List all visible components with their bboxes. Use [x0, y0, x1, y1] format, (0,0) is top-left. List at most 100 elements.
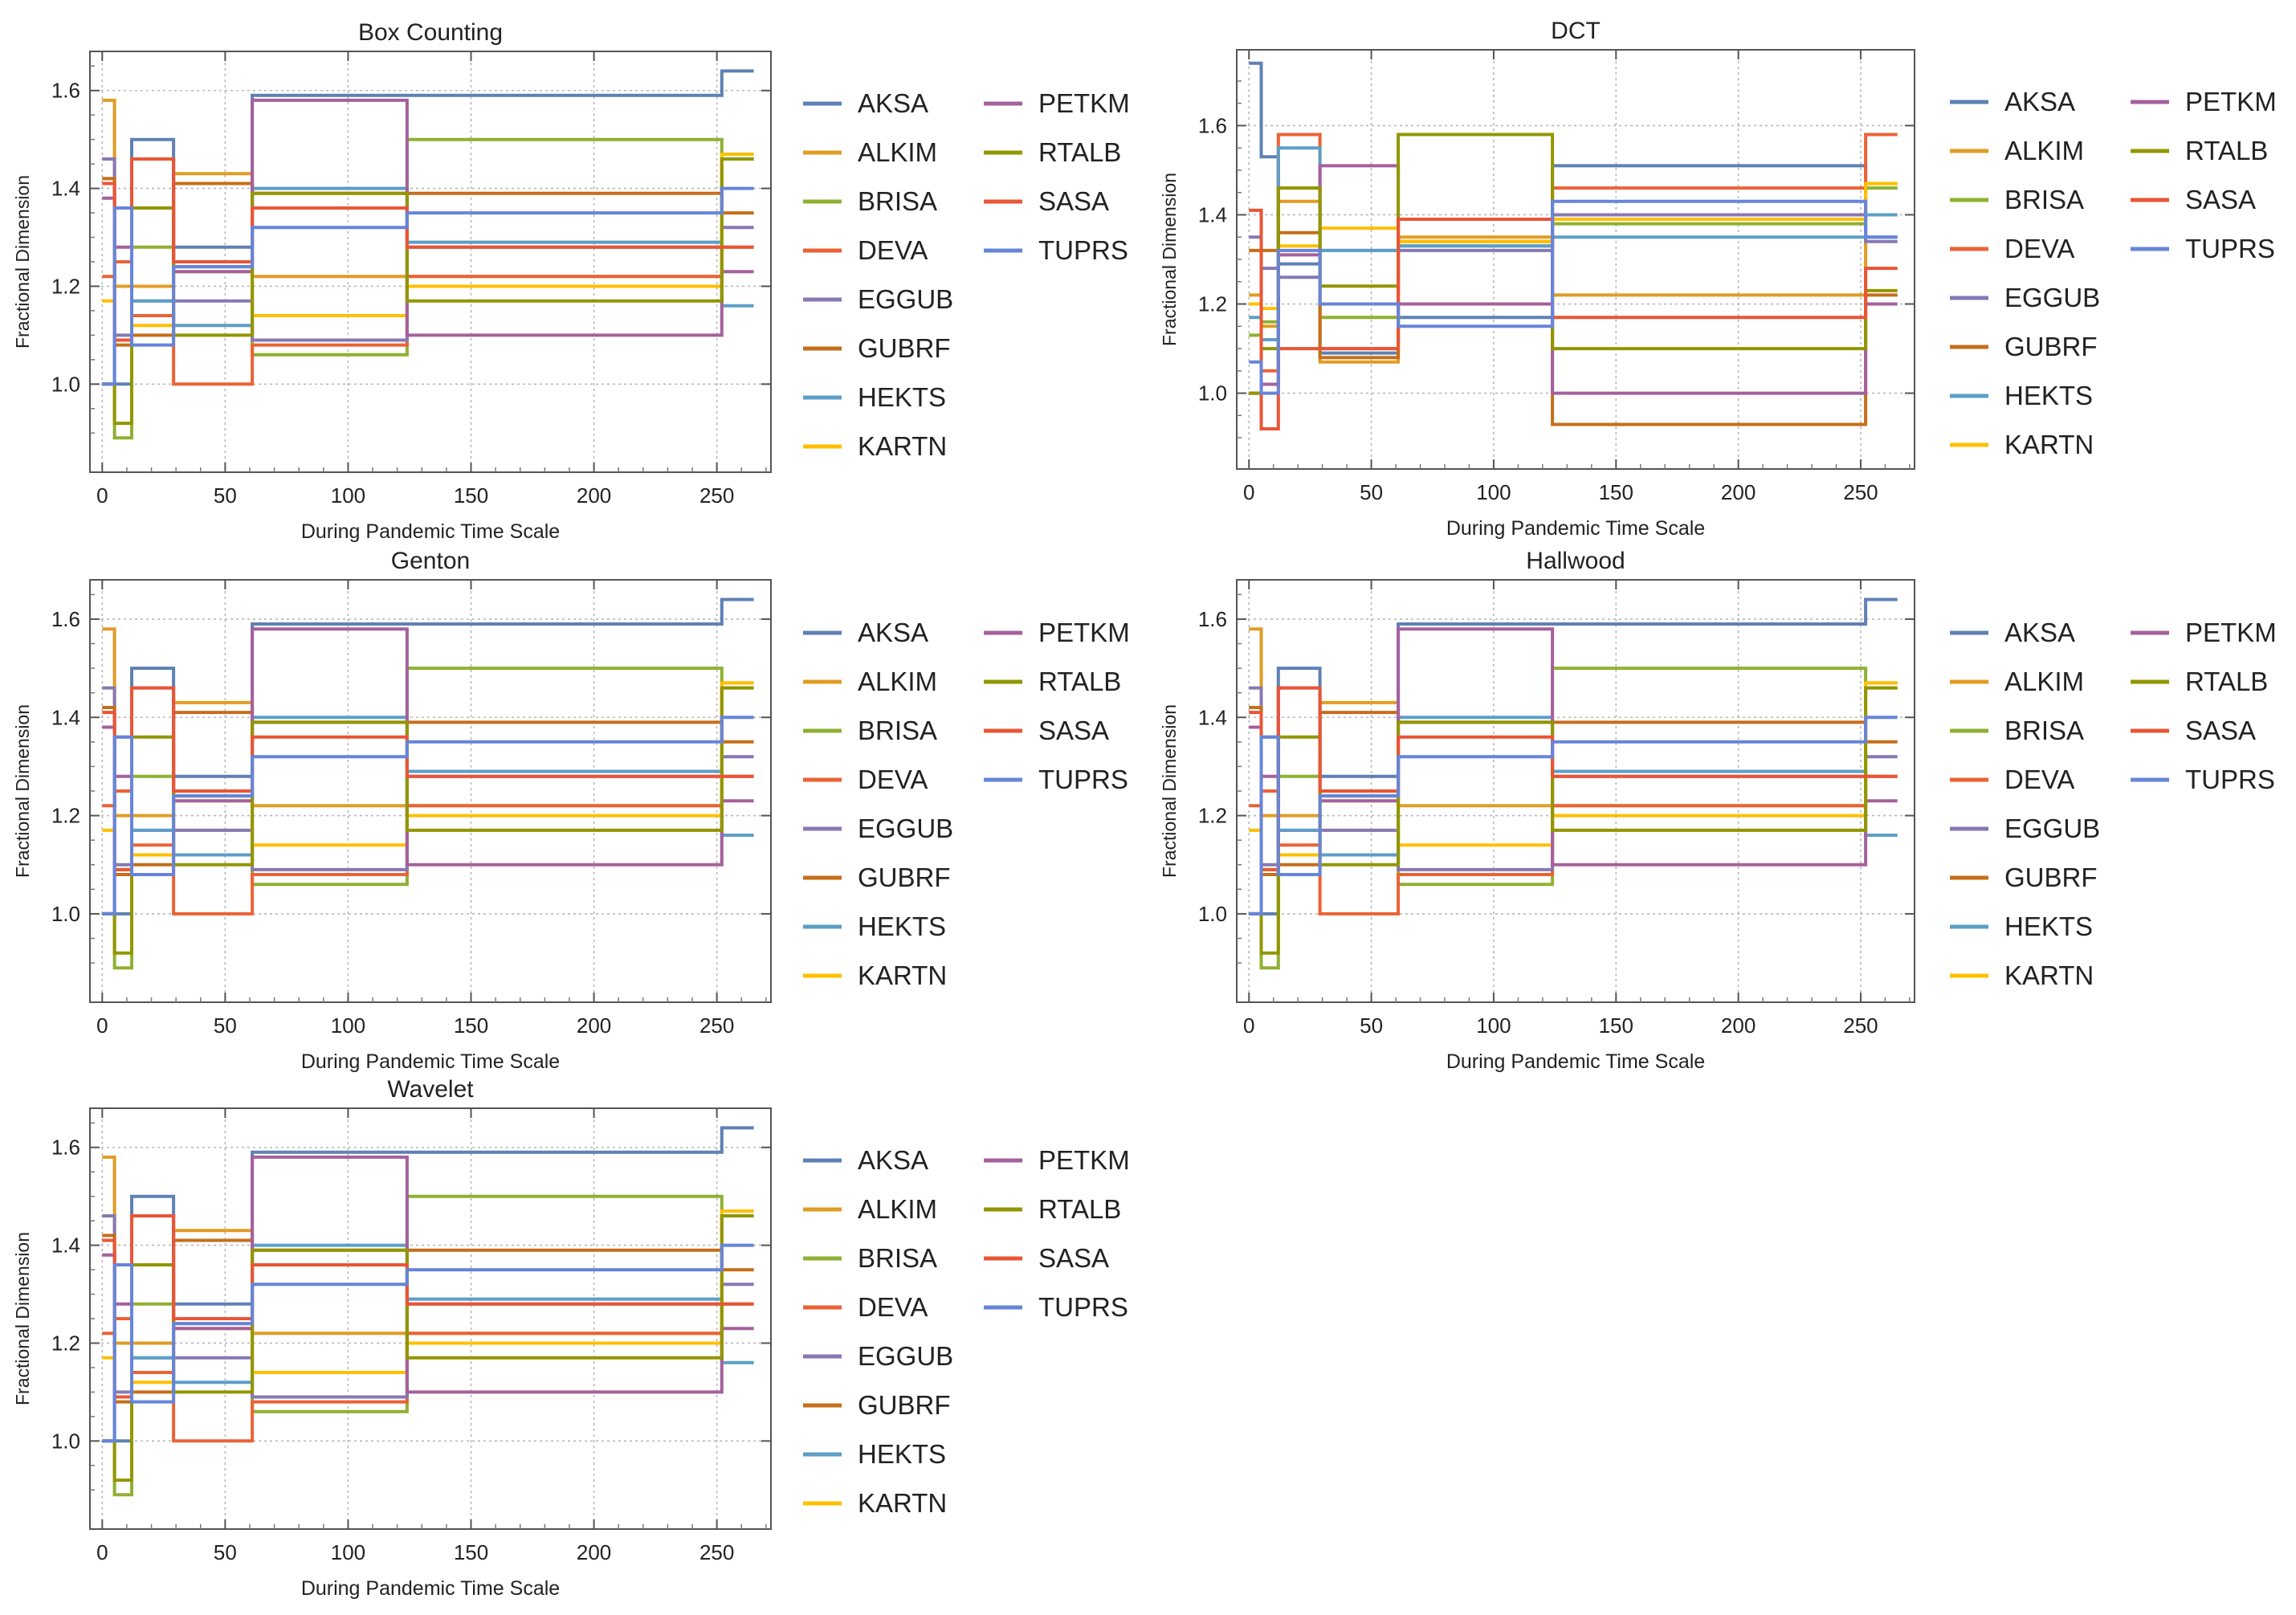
- y-tick-label: 1.6: [51, 1136, 80, 1160]
- legend-label-aksa: AKSA: [858, 618, 928, 647]
- chart-title: DCT: [1551, 18, 1601, 44]
- legend-label-hekts: HEKTS: [858, 911, 946, 941]
- y-axis-label: Fractional Dimension: [12, 704, 33, 878]
- legend-label-deva: DEVA: [2004, 765, 2074, 794]
- series-line-tuprs: [102, 716, 754, 916]
- series-line-eggub: [102, 686, 754, 871]
- y-axis-label: Fractional Dimension: [1159, 173, 1180, 346]
- legend-label-petkm: PETKM: [1038, 1145, 1130, 1175]
- legend-label-eggub: EGGUB: [2004, 283, 2100, 312]
- y-tick-label: 1.4: [51, 705, 80, 729]
- series-line-sasa: [102, 1214, 754, 1399]
- legend-label-eggub: EGGUB: [858, 284, 953, 314]
- series-line-brisa: [1249, 186, 1898, 337]
- legend-label-alkim: ALKIM: [858, 137, 937, 167]
- legend-label-petkm: PETKM: [2185, 618, 2277, 647]
- y-axis-label: Fractional Dimension: [1159, 704, 1180, 878]
- y-tick-label: 1.4: [1198, 202, 1227, 226]
- series-line-gubrf: [1249, 230, 1898, 426]
- x-tick-label: 50: [214, 1540, 237, 1564]
- x-tick-label: 100: [331, 1540, 365, 1564]
- legend-label-hekts: HEKTS: [858, 382, 946, 412]
- chart-panel-genton: 0 50 100 150 200 250 1.0 1.2 1.4 1.6 Genton During …: [12, 548, 1130, 1073]
- y-tick-label: 1.6: [51, 79, 80, 103]
- series-line-tuprs: [102, 186, 754, 386]
- x-tick-label: 0: [1243, 1013, 1254, 1038]
- legend-label-kartn: KARTN: [2004, 430, 2094, 459]
- legend-label-petkm: PETKM: [2185, 87, 2277, 116]
- plot-frame: [1236, 49, 1915, 470]
- series-line-sasa: [1249, 208, 1898, 430]
- y-tick-label: 1.6: [1198, 113, 1227, 137]
- legend-label-deva: DEVA: [858, 765, 928, 794]
- x-tick-label: 150: [1599, 480, 1633, 504]
- legend-label-hekts: HEKTS: [858, 1439, 946, 1469]
- x-tick-label: 250: [1843, 480, 1878, 504]
- legend-label-tuprs: TUPRS: [1038, 765, 1128, 794]
- legend-label-alkim: ALKIM: [858, 667, 937, 696]
- legend-label-eggub: EGGUB: [2004, 814, 2100, 843]
- legend-label-kartn: KARTN: [858, 960, 947, 990]
- legend: AKSA ALKIM BRISA DEVA EGGUB GUBRF HEKTS KARTN PE…: [1950, 618, 2277, 990]
- chart-panel-box-counting: 0 50 100 150 200 250 1.0 1.2 1.4 1.6 Box Counting D…: [12, 19, 1130, 543]
- series-line-tuprs: [1249, 199, 1898, 395]
- y-tick-label: 1.2: [1198, 804, 1227, 828]
- legend-label-gubrf: GUBRF: [858, 333, 951, 363]
- series-line-aksa: [102, 1126, 754, 1443]
- chart-title: Wavelet: [387, 1076, 474, 1103]
- y-tick-label: 1.2: [51, 274, 80, 298]
- series-line-sasa: [1249, 686, 1898, 871]
- y-tick-label: 1.2: [51, 804, 80, 828]
- series-line-eggub: [102, 157, 754, 342]
- legend-label-brisa: BRISA: [858, 716, 937, 745]
- legend-label-gubrf: GUBRF: [858, 863, 951, 892]
- legend-label-gubrf: GUBRF: [2004, 332, 2098, 361]
- legend: AKSA ALKIM BRISA DEVA EGGUB GUBRF HEKTS KARTN PE…: [1950, 87, 2277, 459]
- y-tick-label: 1.2: [1198, 292, 1227, 316]
- legend-label-rtalb: RTALB: [1038, 137, 1121, 167]
- legend-label-eggub: EGGUB: [858, 1341, 953, 1371]
- legend-label-sasa: SASA: [2185, 716, 2256, 745]
- x-tick-label: 250: [699, 483, 734, 508]
- legend-label-brisa: BRISA: [858, 1243, 937, 1273]
- y-axis-label: Fractional Dimension: [12, 1232, 33, 1405]
- legend-label-aksa: AKSA: [2004, 87, 2075, 116]
- legend-label-alkim: ALKIM: [2004, 136, 2084, 165]
- x-tick-label: 0: [96, 1540, 108, 1564]
- y-tick-label: 1.4: [51, 1234, 80, 1258]
- series-line-eggub: [102, 1214, 754, 1399]
- chart-title: Box Counting: [358, 19, 503, 46]
- legend-label-gubrf: GUBRF: [2004, 863, 2098, 892]
- y-tick-label: 1.6: [1198, 607, 1227, 631]
- x-tick-label: 200: [577, 1540, 611, 1564]
- legend-label-tuprs: TUPRS: [2185, 765, 2275, 794]
- y-tick-label: 1.0: [51, 372, 80, 396]
- series-line-sasa: [102, 157, 754, 342]
- x-axis-label: During Pandemic Time Scale: [1446, 1050, 1705, 1073]
- legend-label-aksa: AKSA: [2004, 618, 2075, 647]
- legend: AKSA ALKIM BRISA DEVA EGGUB GUBRF HEKTS KARTN PE…: [803, 618, 1130, 990]
- chart-panel-hallwood: 0 50 100 150 200 250 1.0 1.2 1.4 1.6 Hallwood Durin…: [1159, 548, 2277, 1073]
- chart-title: Genton: [391, 548, 470, 574]
- chart-panel-dct: 0 50 100 150 200 250 1.0 1.2 1.4 1.6 DCT During Pan…: [1159, 18, 2277, 540]
- x-tick-label: 100: [331, 483, 365, 508]
- x-tick-label: 100: [1476, 480, 1511, 504]
- legend-label-gubrf: GUBRF: [858, 1390, 951, 1420]
- legend-label-aksa: AKSA: [858, 88, 928, 118]
- y-tick-label: 1.0: [51, 1429, 80, 1453]
- series-line-aksa: [1249, 597, 1898, 916]
- x-tick-label: 150: [454, 1013, 488, 1038]
- series-line-tuprs: [102, 1243, 754, 1443]
- y-tick-label: 1.6: [51, 607, 80, 631]
- legend: AKSA ALKIM BRISA DEVA EGGUB GUBRF HEKTS KARTN PE…: [803, 88, 1130, 461]
- legend-label-rtalb: RTALB: [1038, 667, 1121, 696]
- legend-label-tuprs: TUPRS: [1038, 1292, 1128, 1322]
- x-tick-label: 50: [214, 483, 237, 508]
- x-tick-label: 250: [699, 1013, 734, 1038]
- chart-panel-wavelet: 0 50 100 150 200 250 1.0 1.2 1.4 1.6 Wavelet During…: [12, 1076, 1130, 1600]
- x-tick-label: 0: [1243, 480, 1254, 504]
- x-tick-label: 0: [96, 483, 108, 508]
- series-line-aksa: [102, 69, 754, 386]
- series-line-eggub: [1249, 686, 1898, 871]
